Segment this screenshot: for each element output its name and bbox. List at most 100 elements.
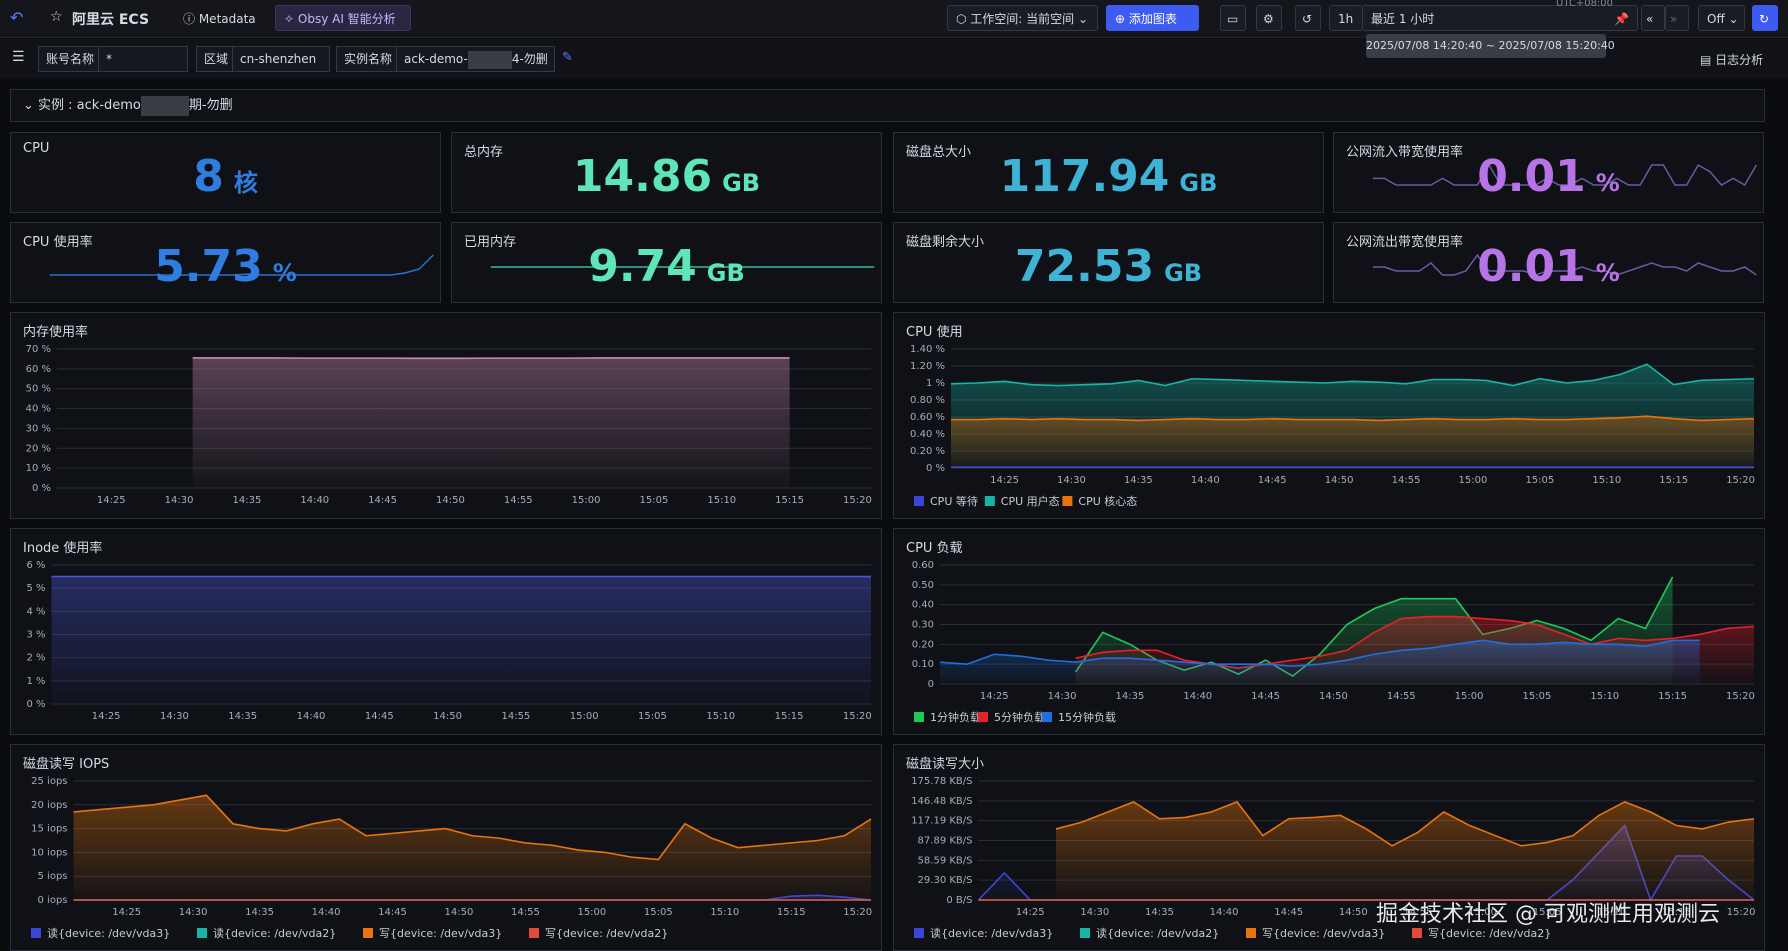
log-link[interactable]: ▤ 日志分析	[1700, 53, 1764, 67]
legend-label: 写{device: /dev/vda2}	[1428, 927, 1551, 940]
line	[1055, 800, 1755, 847]
x-tick-label: 14:55	[504, 495, 533, 506]
y-tick-label: 6 %	[26, 560, 45, 571]
refresh-button[interactable]: ↻	[1752, 5, 1778, 31]
legend-label: 读{device: /dev/vda2}	[213, 926, 336, 940]
account-label: 账号名称	[38, 46, 99, 72]
x-tick-label: 14:50	[433, 711, 462, 722]
x-tick-label: 15:05	[1523, 691, 1552, 702]
x-tick-label: 15:20	[1727, 907, 1756, 918]
x-tick-label: 15:05	[644, 907, 673, 918]
chart-title: CPU 使用	[906, 325, 963, 340]
ai-button[interactable]: ✧ Obsy AI 智能分析	[275, 5, 411, 31]
x-tick-label: 14:30	[165, 495, 194, 506]
stat-value: 0.01%	[1334, 241, 1763, 292]
line	[73, 794, 872, 861]
period[interactable]: 1h	[1329, 5, 1363, 31]
stat-value: 5.73%	[11, 241, 440, 292]
workspace-select[interactable]: ⬡ 工作空间: 当前空间 ⌄	[947, 5, 1098, 31]
stat-panel: 总内存 14.86 GB	[451, 132, 882, 213]
range-input[interactable]: 最近 1 小时 📌	[1362, 5, 1638, 31]
chart-panel: 磁盘读写 IOPS 0 iops 5 iops 10 iops 15 iops 20 io…	[10, 744, 882, 951]
x-tick-label: 14:55	[501, 711, 530, 722]
x-tick-label: 14:50	[445, 907, 474, 918]
stat-panel: 已用内存 9.74 GB	[451, 222, 882, 303]
y-tick-label: 175.78 KB/S	[911, 776, 972, 787]
y-tick-label: 40 %	[26, 404, 51, 415]
legend-label: 读{device: /dev/vda3}	[47, 926, 170, 940]
legend-label: 15分钟负载	[1058, 710, 1116, 724]
legend-swatch	[1062, 496, 1073, 506]
instance-select[interactable]: ack-demo- 4-勿删	[396, 46, 555, 72]
stat-title: 公网流出带宽使用率	[1346, 235, 1464, 250]
y-tick-label: 117.19 KB/S	[911, 816, 972, 827]
y-tick-label: 10 iops	[31, 847, 67, 858]
x-tick-label: 14:45	[1251, 691, 1280, 702]
x-tick-label: 14:25	[97, 495, 126, 506]
x-tick-label: 14:25	[1016, 907, 1045, 918]
add-button[interactable]: ⊕ 添加图表	[1106, 5, 1199, 31]
y-tick-label: 1 %	[26, 676, 45, 687]
legend-swatch	[197, 928, 207, 938]
watermark: 掘金技术社区 @ 可观测性用观测云	[1376, 902, 1720, 927]
y-tick-label: 0 %	[26, 699, 45, 710]
next[interactable]: »	[1665, 5, 1689, 31]
y-tick-label: 60 %	[26, 364, 51, 375]
legend-swatch	[1042, 712, 1052, 722]
y-tick-label: 50 %	[26, 384, 51, 395]
y-tick-label: 0 %	[32, 483, 51, 494]
auto-refresh[interactable]: Off ⌄	[1698, 5, 1745, 31]
stat-panel: 公网流入带宽使用率 0.01%	[1333, 132, 1764, 213]
instance-suffix: 4-勿删	[511, 52, 548, 66]
y-tick-label: 20 %	[26, 443, 51, 454]
section-suffix: 期-勿删	[188, 98, 233, 113]
y-tick-label: 0.10	[912, 659, 934, 670]
filter-icon[interactable]: ☰	[12, 49, 25, 65]
sparkline-chart	[49, 254, 434, 276]
legend-label: 写{device: /dev/vda2}	[545, 927, 668, 940]
x-tick-label: 14:35	[1116, 691, 1145, 702]
section-header[interactable]: ⌄ 实例 : ack-demo 期-勿删	[10, 89, 1765, 122]
x-tick-label: 14:50	[1339, 907, 1368, 918]
y-tick-label: 15 iops	[31, 824, 67, 835]
product[interactable]: 阿里云 ECS	[72, 12, 150, 28]
chart: 0 % 0.20 % 0.40 % 0.60 % 0.80 % 1 % 1.20 % 1.40…	[910, 344, 1755, 508]
stat-unit: 核	[233, 169, 258, 197]
stat-panel: CPU 8 核	[10, 132, 441, 213]
stat-value: 0.01%	[1334, 151, 1763, 202]
x-tick-label: 15:10	[1592, 475, 1621, 486]
star-icon[interactable]: ☆	[50, 9, 63, 25]
history-icon[interactable]: ↺	[1295, 5, 1321, 31]
x-tick-label: 15:15	[777, 907, 806, 918]
back-icon[interactable]: ↶	[10, 8, 24, 27]
x-tick-label: 15:10	[707, 495, 736, 506]
x-tick-label: 15:00	[1455, 691, 1484, 702]
stat-unit: %	[1595, 259, 1620, 287]
legend-swatch	[529, 928, 539, 938]
metadata[interactable]: ⓘ Metadata	[183, 12, 256, 26]
area	[1056, 801, 1754, 900]
stat-title: 公网流入带宽使用率	[1346, 145, 1464, 160]
chart-panel: CPU 使用 0 % 0.20 % 0.40 % 0.60 % 0.80 % 1 % 1.20…	[893, 312, 1765, 519]
y-tick-label: 0.20	[912, 639, 934, 650]
stat-value: 72.53 GB	[894, 241, 1323, 292]
chart: 0 % 1 % 2 % 3 % 4 % 5 % 6 % 14:25 14:30 14:35 14:4…	[26, 560, 871, 722]
region-select[interactable]: cn-shenzhen	[232, 46, 330, 72]
legend-label: 写{device: /dev/vda3}	[379, 927, 502, 940]
stat-panel: 公网流出带宽使用率 0.01%	[1333, 222, 1764, 303]
legend-swatch	[1080, 928, 1090, 938]
screen-icon[interactable]: ▭	[1220, 5, 1246, 31]
stat-number: 8	[193, 151, 224, 202]
legend-swatch	[978, 712, 988, 722]
settings-icon[interactable]: ⚙	[1256, 5, 1282, 31]
chart-title: 磁盘读写 IOPS	[23, 757, 110, 772]
x-tick-label: 14:45	[368, 495, 397, 506]
y-tick-label: 29.30 KB/S	[918, 875, 973, 886]
y-tick-label: 25 iops	[31, 776, 67, 787]
prev[interactable]: «	[1641, 5, 1665, 31]
y-tick-label: 0.80 %	[910, 395, 945, 406]
x-tick-label: 15:15	[775, 711, 804, 722]
account-select[interactable]: *	[98, 46, 188, 72]
x-tick-label: 14:40	[1191, 475, 1220, 486]
edit-icon[interactable]: ✎	[562, 50, 573, 65]
